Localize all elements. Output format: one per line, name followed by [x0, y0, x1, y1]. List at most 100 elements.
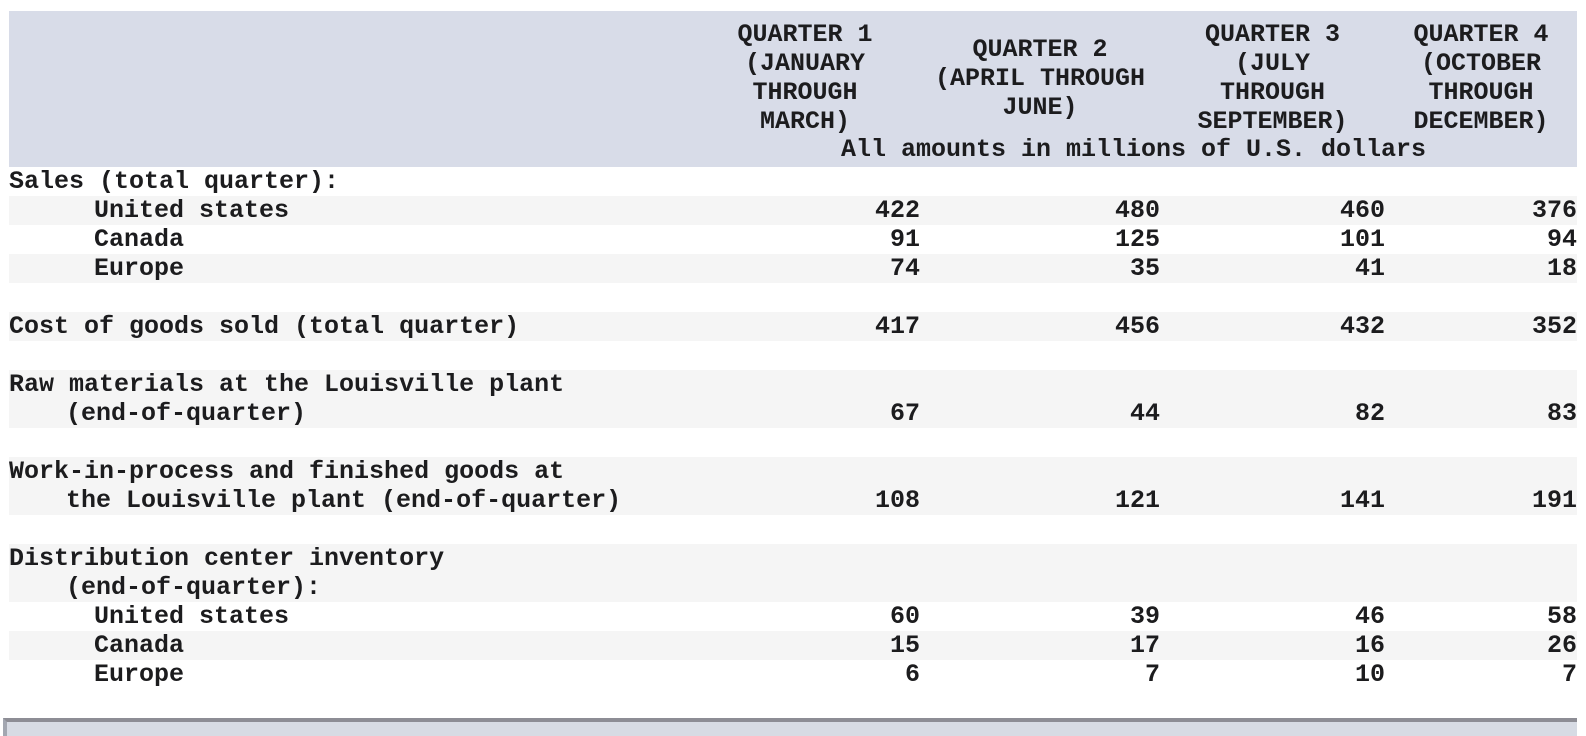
spacer-row — [9, 283, 1577, 312]
cell-value-q4 — [1385, 515, 1577, 544]
cell-value-q3: 101 — [1339, 225, 1385, 254]
table-header: QUARTER 1 (JANUARY THROUGH MARCH) QUARTE… — [9, 11, 1577, 167]
cell-value-q1 — [690, 544, 920, 602]
cell-value-q2: 480 — [1114, 196, 1160, 225]
cell-value-q2 — [920, 283, 1160, 312]
table-row: Cost of goods sold (total quarter) 417 456… — [9, 312, 1577, 341]
cell-value-q3: 41 — [1354, 254, 1385, 283]
cell-value-q1 — [690, 428, 920, 457]
row-label: United states — [94, 602, 290, 631]
row-label: Canada — [94, 225, 185, 254]
cell-value-q3 — [1160, 341, 1385, 370]
cell-value-q4: 83 — [1546, 399, 1577, 428]
unit-note: All amounts in millions of U.S. dollars — [690, 137, 1577, 167]
cell-value-q2 — [920, 544, 1160, 602]
table-row: United states 422 480 460 376 — [9, 196, 1577, 225]
table-row: Europe 6 7 10 7 — [9, 660, 1577, 689]
cell-value-q1: 417 — [874, 312, 920, 341]
cell-value-q4: 18 — [1546, 254, 1577, 283]
row-label-line-1: Distribution center inventory — [9, 544, 445, 573]
cell-value-q1 — [690, 283, 920, 312]
table-row: Canada 15 17 16 26 — [9, 631, 1577, 660]
cell-value-q1: 60 — [889, 602, 920, 631]
row-label — [9, 428, 690, 457]
cell-value-q1: 6 — [904, 660, 920, 689]
row-label-line-2: (end-of-quarter): — [66, 573, 322, 602]
cell-value-q4: 58 — [1546, 602, 1577, 631]
cell-value-q4: 191 — [1531, 486, 1577, 515]
row-label-line-2: the Louisville plant (end-of-quarter) — [66, 486, 622, 515]
cell-value-q4 — [1385, 428, 1577, 457]
next-table-header-partial — [3, 718, 1577, 736]
cell-value-q3: 432 — [1339, 312, 1385, 341]
cell-value-q3 — [1160, 167, 1385, 196]
row-label: Work-in-process and finished goods at the… — [9, 457, 690, 515]
table-row: Work-in-process and finished goods at the… — [9, 457, 1577, 515]
cell-value-q1: 108 — [874, 486, 920, 515]
cell-value-q1: 15 — [889, 631, 920, 660]
table-row: Canada 91 125 101 94 — [9, 225, 1577, 254]
column-header-quarter-3: QUARTER 3 (JULY THROUGH SEPTEMBER) — [1160, 11, 1385, 137]
row-label: Distribution center inventory (end-of-qua… — [9, 544, 690, 602]
cell-value-q1 — [690, 167, 920, 196]
row-label-line-1: Work-in-process and finished goods at — [9, 457, 565, 486]
column-header-quarter-4: QUARTER 4 (OCTOBER THROUGH DECEMBER) — [1385, 11, 1577, 137]
cell-value-q4: 7 — [1561, 660, 1577, 689]
cell-value-q3: 46 — [1354, 602, 1385, 631]
cell-value-q3 — [1160, 428, 1385, 457]
row-label: Cost of goods sold (total quarter) — [9, 312, 520, 341]
cell-value-q2: 17 — [1129, 631, 1160, 660]
cell-value-q2: 39 — [1129, 602, 1160, 631]
cell-value-q4: 26 — [1546, 631, 1577, 660]
cell-value-q3 — [1160, 515, 1385, 544]
cell-value-q4: 352 — [1531, 312, 1577, 341]
table-row: Distribution center inventory (end-of-qua… — [9, 544, 1577, 602]
row-label: Canada — [94, 631, 185, 660]
row-label: Raw materials at the Louisville plant (en… — [9, 370, 690, 428]
cell-value-q2: 456 — [1114, 312, 1160, 341]
spacer-row — [9, 341, 1577, 370]
cell-value-q4: 94 — [1546, 225, 1577, 254]
table-row: Raw materials at the Louisville plant (en… — [9, 370, 1577, 428]
cell-value-q3: 141 — [1339, 486, 1385, 515]
cell-value-q2: 35 — [1129, 254, 1160, 283]
cell-value-q4 — [1385, 167, 1577, 196]
table-body: Sales (total quarter): United states 422 48… — [9, 167, 1577, 689]
cell-value-q4 — [1385, 283, 1577, 312]
label-column-header-empty — [9, 11, 690, 137]
cell-value-q1: 91 — [889, 225, 920, 254]
cell-value-q3: 460 — [1339, 196, 1385, 225]
cell-value-q2 — [920, 167, 1160, 196]
cell-value-q2: 44 — [1129, 399, 1160, 428]
cell-value-q2 — [920, 515, 1160, 544]
column-header-quarter-1: QUARTER 1 (JANUARY THROUGH MARCH) — [690, 11, 920, 137]
unit-note-row: All amounts in millions of U.S. dollars — [9, 137, 1577, 167]
quarterly-financials-table: QUARTER 1 (JANUARY THROUGH MARCH) QUARTE… — [9, 11, 1577, 689]
cell-value-q3 — [1160, 283, 1385, 312]
cell-value-q4 — [1385, 341, 1577, 370]
table-row: Sales (total quarter): — [9, 167, 1577, 196]
unit-note-spacer — [9, 137, 690, 167]
quarter-header-row: QUARTER 1 (JANUARY THROUGH MARCH) QUARTE… — [9, 11, 1577, 137]
cell-value-q2 — [920, 428, 1160, 457]
cell-value-q3: 82 — [1354, 399, 1385, 428]
cell-value-q1 — [690, 515, 920, 544]
row-label-line-1: Raw materials at the Louisville plant — [9, 370, 565, 399]
row-label: Sales (total quarter): — [9, 167, 340, 196]
cell-value-q3: 16 — [1354, 631, 1385, 660]
row-label: United states — [94, 196, 290, 225]
cell-value-q1: 422 — [874, 196, 920, 225]
row-label — [9, 515, 690, 544]
cell-value-q4 — [1385, 544, 1577, 602]
cell-value-q1 — [690, 341, 920, 370]
cell-value-q2: 125 — [1114, 225, 1160, 254]
cell-value-q2 — [920, 341, 1160, 370]
cell-value-q3: 10 — [1354, 660, 1385, 689]
spacer-row — [9, 428, 1577, 457]
spacer-row — [9, 515, 1577, 544]
table-row: United states 60 39 46 58 — [9, 602, 1577, 631]
table-row: Europe 74 35 41 18 — [9, 254, 1577, 283]
row-label: Europe — [94, 660, 185, 689]
cell-value-q4: 376 — [1531, 196, 1577, 225]
